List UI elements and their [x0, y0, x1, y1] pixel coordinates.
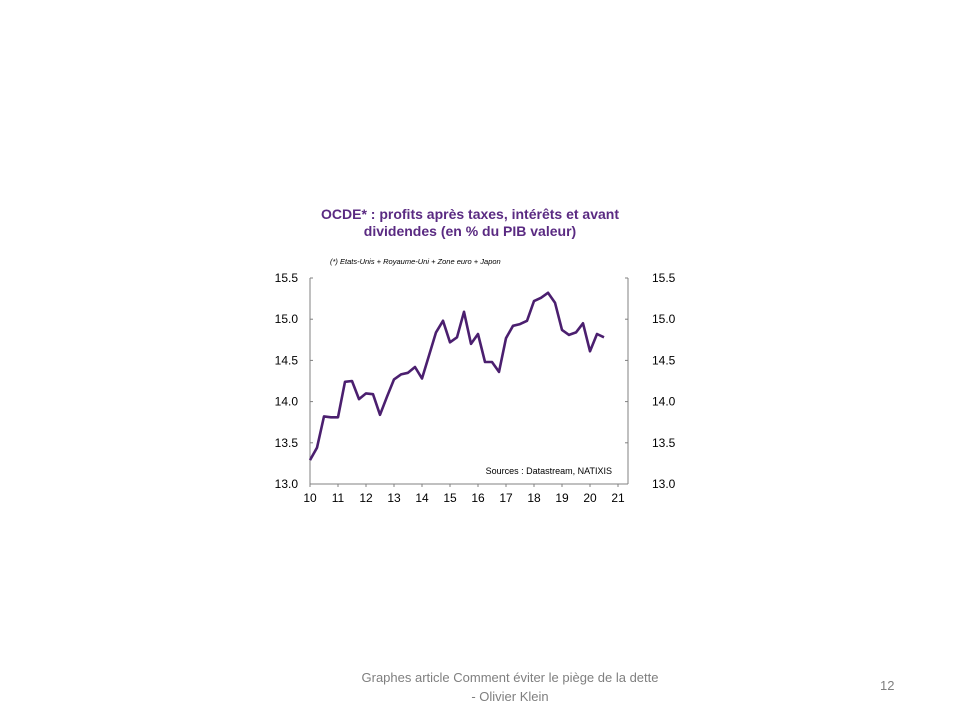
x-tick-label: 12	[359, 491, 373, 505]
y-tick-label-right: 15.0	[652, 312, 676, 326]
footer-line1: Graphes article Comment éviter le piège …	[361, 670, 659, 685]
x-tick-label: 16	[471, 491, 485, 505]
x-tick-label: 11	[332, 491, 345, 505]
y-tick-label-right: 15.5	[652, 271, 676, 285]
chart-title: OCDE* : profits après taxes, intérêts et…	[270, 206, 670, 240]
page-number: 12	[880, 678, 895, 693]
chart-title-line2: dividendes (en % du PIB valeur)	[363, 223, 577, 239]
y-tick-label-right: 13.5	[652, 436, 676, 450]
y-tick-label-right: 14.0	[652, 395, 676, 409]
x-tick-label: 18	[527, 491, 541, 505]
y-tick-label-right: 14.5	[652, 353, 676, 367]
y-tick-label-left: 13.0	[275, 477, 299, 491]
x-tick-label: 20	[583, 491, 597, 505]
x-tick-label: 17	[499, 491, 513, 505]
x-tick-label: 19	[555, 491, 569, 505]
y-tick-label-left: 15.0	[275, 312, 299, 326]
y-tick-label-left: 14.0	[275, 395, 299, 409]
x-tick-label: 13	[387, 491, 401, 505]
footer-line2: - Olivier Klein	[471, 689, 549, 704]
x-tick-label: 10	[303, 491, 317, 505]
series-line	[308, 291, 605, 461]
y-tick-label-left: 15.5	[275, 271, 299, 285]
footer-text: Graphes article Comment éviter le piège …	[330, 668, 690, 706]
chart-note: (*) Etats-Unis + Royaume-Uni + Zone euro…	[330, 257, 501, 266]
x-tick-label: 21	[611, 491, 625, 505]
y-tick-label-left: 14.5	[275, 353, 299, 367]
source-label: Sources : Datastream, NATIXIS	[486, 466, 612, 476]
x-tick-label: 15	[443, 491, 457, 505]
y-tick-label-right: 13.0	[652, 477, 676, 491]
chart-title-line1: OCDE* : profits après taxes, intérêts et…	[321, 206, 619, 222]
y-tick-label-left: 13.5	[275, 436, 299, 450]
x-tick-label: 14	[415, 491, 429, 505]
